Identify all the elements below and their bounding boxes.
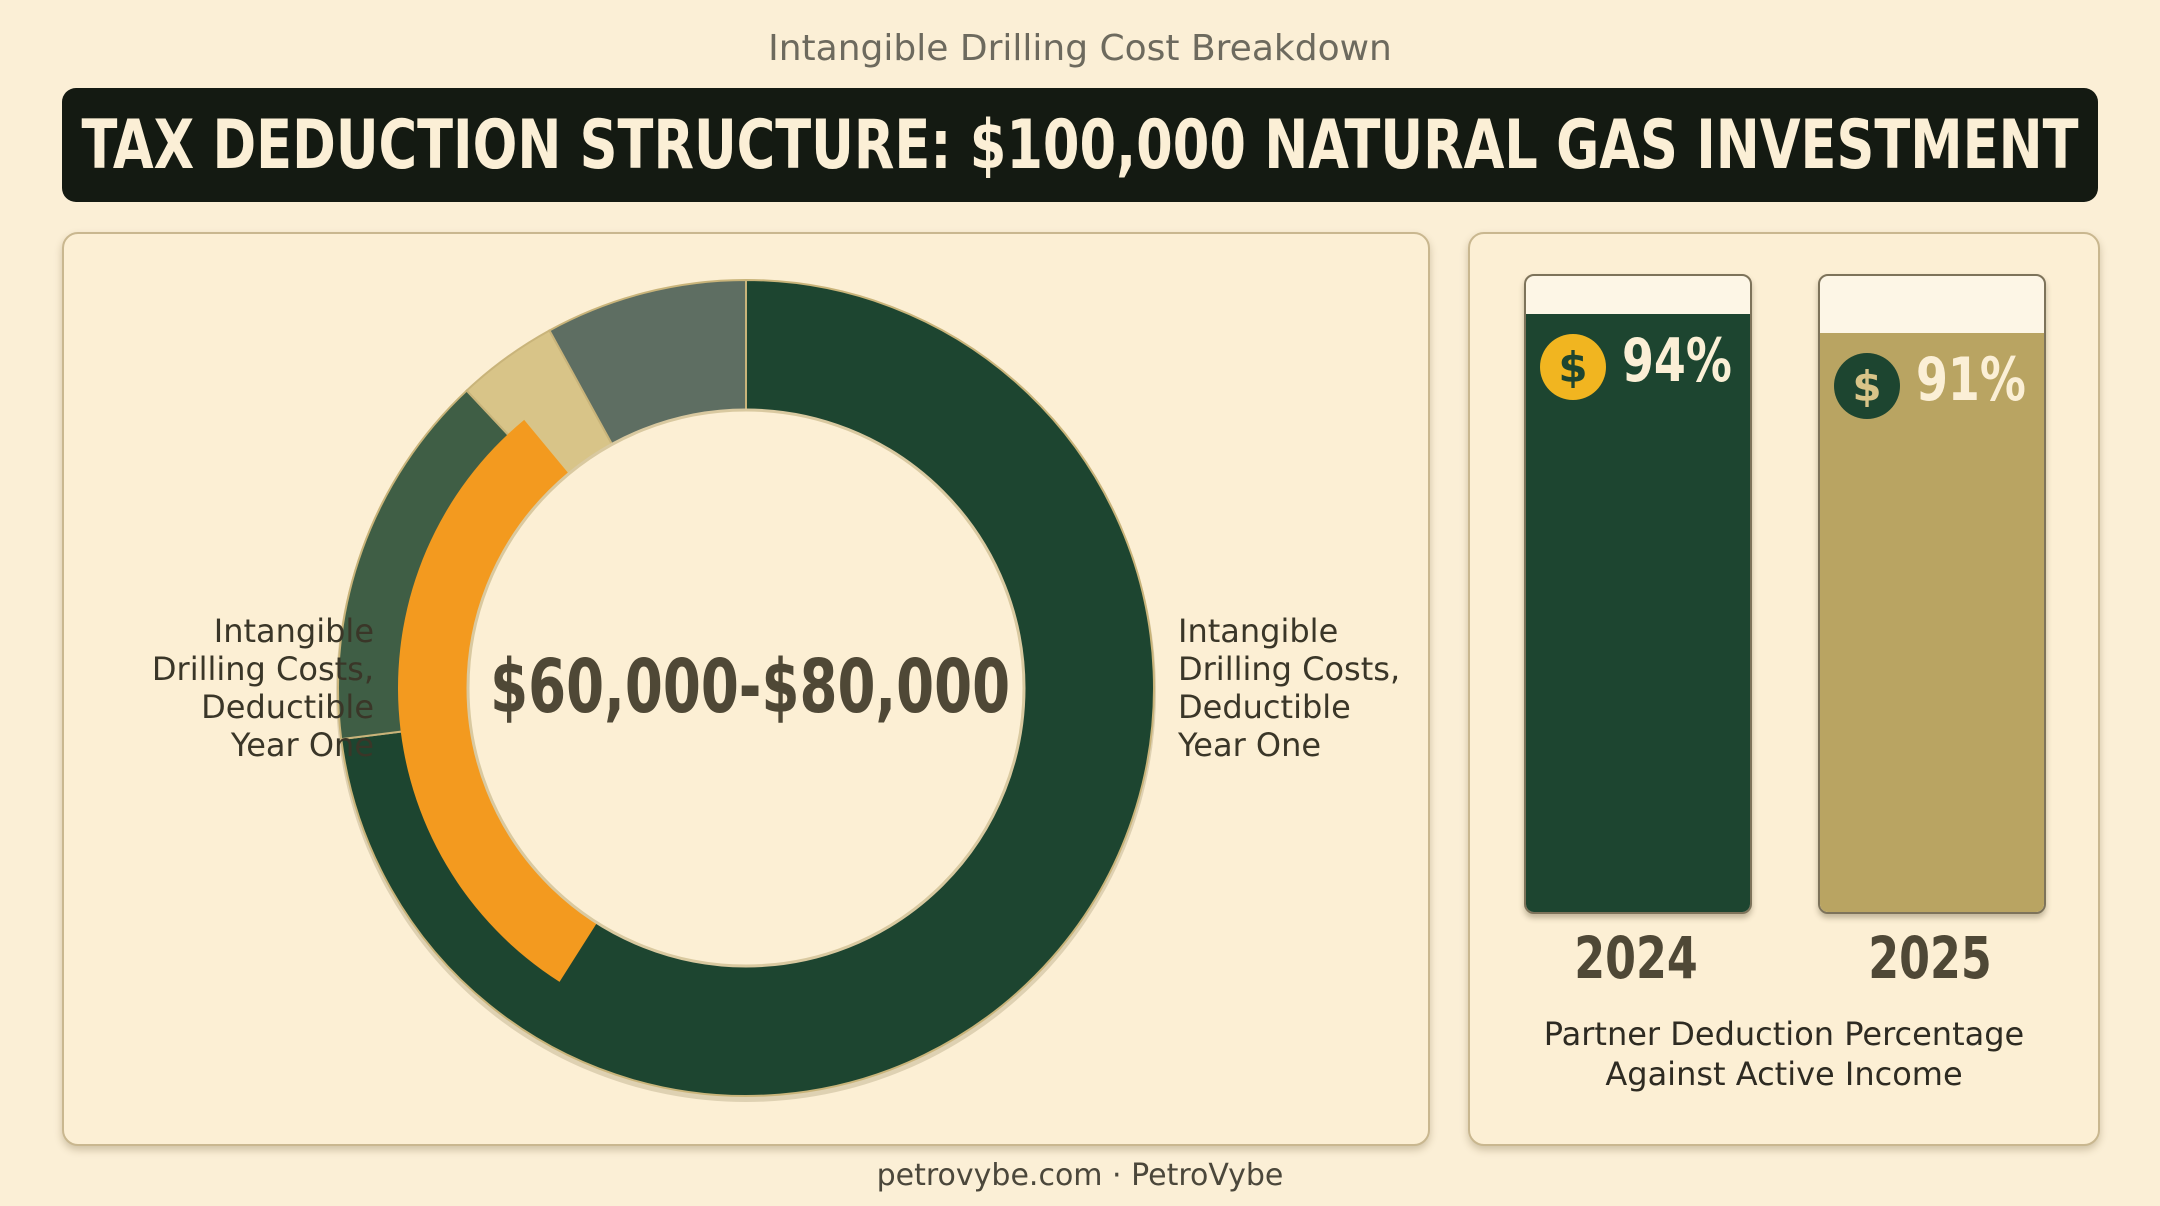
label-left-line: Deductible — [201, 688, 374, 726]
donut-panel: Intangible Drilling Costs, Deductible Ye… — [62, 232, 1430, 1146]
bar-track-2025: $ 91% — [1818, 274, 2046, 914]
caption-line: Partner Deduction Percentage — [1543, 1015, 2025, 1053]
label-right-line: Drilling Costs, — [1178, 650, 1401, 688]
dollar-coin-icon: $ — [1834, 353, 1900, 419]
donut-label-right: Intangible Drilling Costs, Deductible Ye… — [1178, 612, 1478, 764]
label-right-line: Deductible — [1178, 688, 1351, 726]
label-left-line: Drilling Costs, — [151, 650, 374, 688]
bar-track-2024: $ 94% — [1524, 274, 1752, 914]
footer-credit: petrovybe.com · PetroVybe — [876, 1158, 1284, 1193]
bar-value-label-2024: 94% — [1622, 326, 1732, 396]
bar-panel: $ 94% $ 91% 2024 2025 Partner Deduction … — [1468, 232, 2100, 1146]
bar-value-label-2025: 91% — [1916, 345, 2026, 415]
title-banner: TAX DEDUCTION STRUCTURE: $100,000 NATURA… — [62, 88, 2098, 202]
dollar-coin-icon: $ — [1540, 334, 1606, 400]
chart-title: TAX DEDUCTION STRUCTURE: $100,000 NATURA… — [81, 105, 2079, 185]
label-left-line: Year One — [230, 726, 374, 764]
label-left-line: Intangible — [213, 612, 374, 650]
chart-subtitle: Intangible Drilling Cost Breakdown — [768, 28, 1392, 69]
label-right-line: Year One — [1178, 726, 1322, 764]
x-tick-label-2025: 2025 — [1868, 924, 1992, 992]
donut-center-value: $60,000-$80,000 — [490, 644, 1011, 730]
donut-highlight-arc — [397, 419, 598, 982]
donut-chart — [336, 278, 1156, 1102]
bar-2025 — [1820, 333, 2044, 912]
donut-label-left: Intangible Drilling Costs, Deductible Ye… — [74, 612, 374, 764]
bar-2024 — [1526, 314, 1750, 912]
bar-caption: Partner Deduction Percentage Against Act… — [1470, 1014, 2098, 1094]
donut-hole — [466, 408, 1026, 968]
caption-line: Against Active Income — [1605, 1055, 1963, 1093]
label-right-line: Intangible — [1178, 612, 1339, 650]
x-tick-label-2024: 2024 — [1574, 924, 1698, 992]
